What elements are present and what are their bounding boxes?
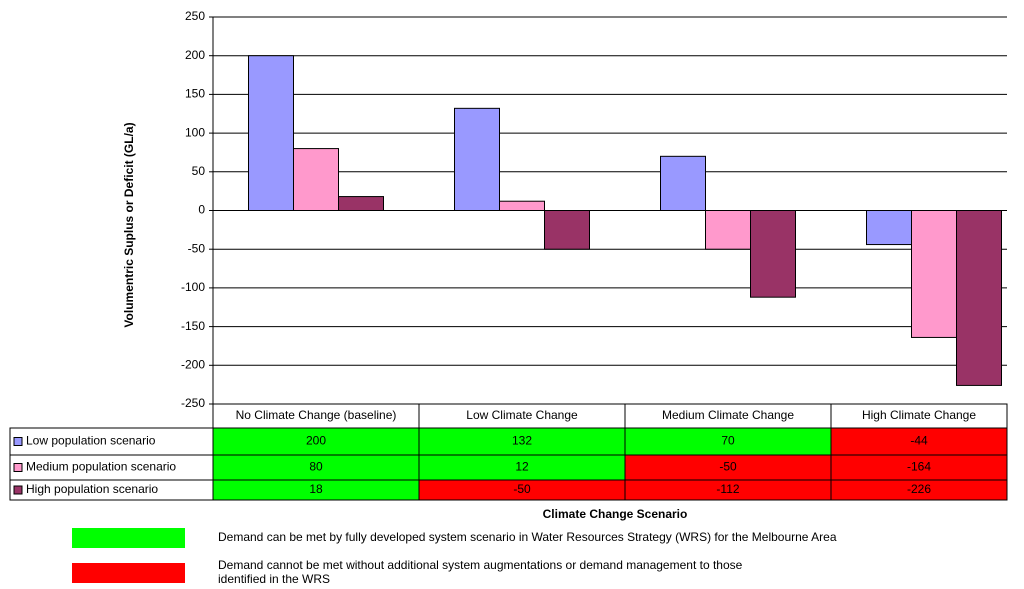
key-text: Demand cannot be met without additional … [218,558,743,572]
bar [248,55,294,212]
table-value: 80 [309,460,323,474]
table-header-cell [418,403,626,429]
x-tick-label: Medium Climate Change [662,408,794,422]
table-cell [624,454,832,481]
table-value: -164 [907,460,931,474]
y-tick-label: -100 [181,280,205,294]
table-cell [212,427,420,456]
table-cell [830,427,1008,456]
key-swatch [72,528,185,548]
table-cell [212,454,420,481]
legend-cell [9,454,214,481]
legend-swatch [13,437,23,446]
table-value: -44 [910,434,928,448]
table-value: -226 [907,482,931,496]
y-tick-label: 250 [185,9,205,23]
y-tick-label: 100 [185,125,205,139]
bar [956,210,1002,386]
table-cell [830,479,1008,501]
table-cell [418,427,626,456]
y-tick-label: 0 [198,203,205,217]
y-axis-label: Volumentric Suplus or Deficit (GL/a) [122,122,136,327]
legend-swatch [13,485,23,495]
x-tick-label: No Climate Change (baseline) [236,408,397,422]
bar [544,210,590,250]
y-tick-label: 150 [185,87,205,101]
table-value: 12 [515,460,529,474]
bar [750,210,796,298]
bar [911,210,957,338]
y-tick-label: -200 [181,357,205,371]
table-cell [418,454,626,481]
table-value: 132 [512,434,532,448]
table-value: -50 [719,460,737,474]
table-header-cell [830,403,1008,429]
legend-label: High population scenario [26,482,158,496]
x-tick-label: Low Climate Change [466,408,578,422]
table-header-cell [624,403,832,429]
key-text: Demand can be met by fully developed sys… [218,530,837,544]
bar [454,107,500,211]
y-tick-label: -50 [188,241,206,255]
bar [705,210,751,250]
x-axis-label: Climate Change Scenario [543,507,688,521]
legend-label: Medium population scenario [26,460,176,474]
bar [499,200,545,212]
table-value: -112 [716,482,739,496]
y-tick-label: -150 [181,319,205,333]
table-value: 70 [721,434,735,448]
bar [338,196,384,211]
key-swatch [72,563,185,583]
y-tick-label: -250 [181,396,205,410]
legend-label: Low population scenario [26,434,156,448]
table-value: -50 [513,482,531,496]
legend-swatch [13,463,23,472]
x-tick-label: High Climate Change [862,408,976,422]
bar [866,210,912,246]
bar [293,148,339,211]
bar [660,155,706,212]
table-header-cell [212,403,420,429]
y-tick-label: 50 [192,164,206,178]
table-value: 200 [306,434,326,448]
key-text: identified in the WRS [218,572,330,586]
table-value: 18 [309,482,323,496]
y-tick-label: 200 [185,48,205,62]
